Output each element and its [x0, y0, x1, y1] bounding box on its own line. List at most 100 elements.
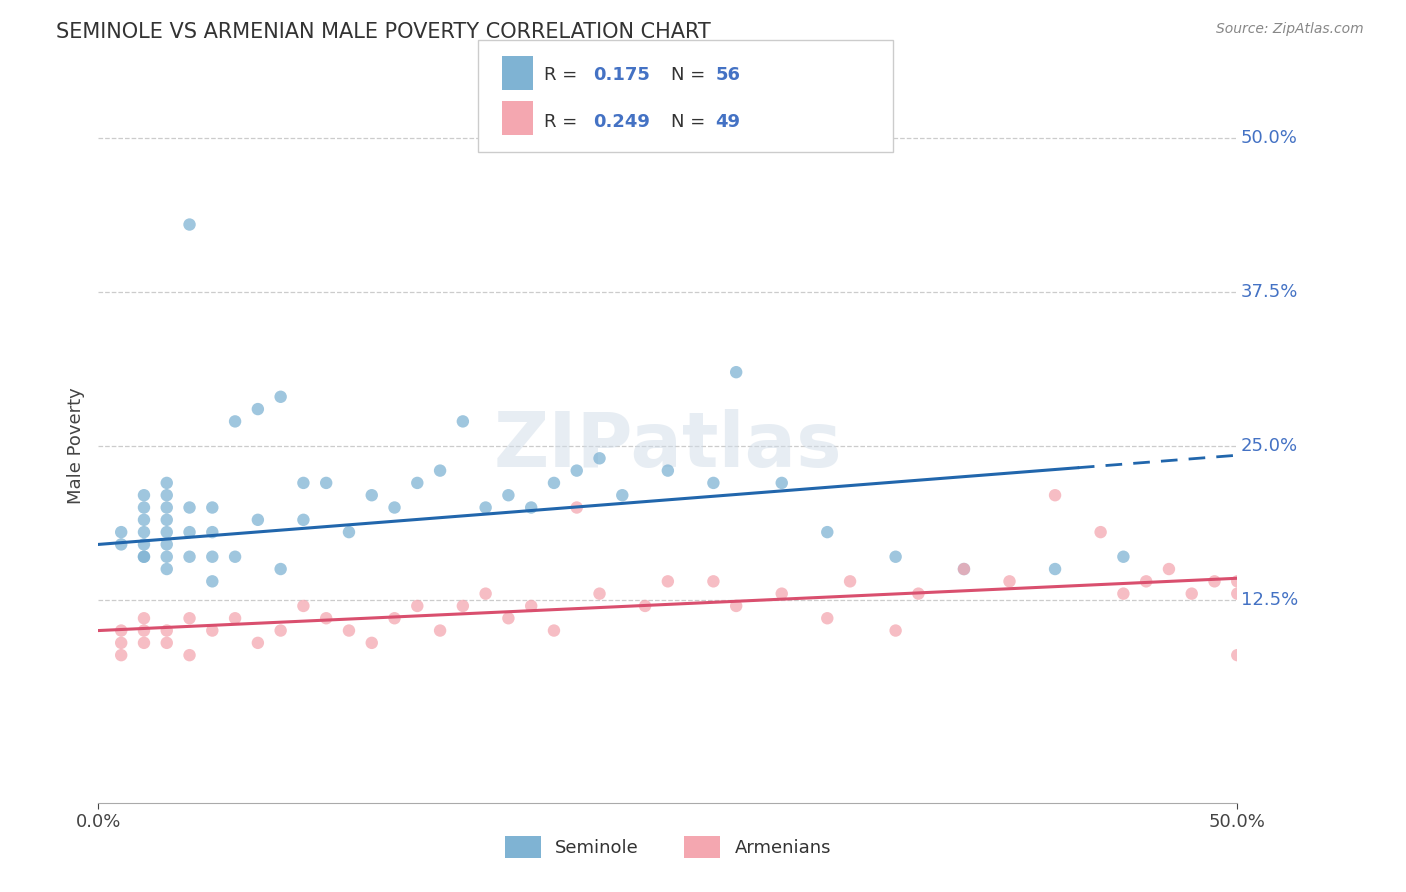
- Point: [201, 574, 224, 589]
- Text: 56: 56: [716, 66, 741, 85]
- Point: [770, 587, 793, 601]
- Y-axis label: Male Poverty: Male Poverty: [66, 388, 84, 504]
- Point: [110, 525, 132, 540]
- Text: SEMINOLE VS ARMENIAN MALE POVERTY CORRELATION CHART: SEMINOLE VS ARMENIAN MALE POVERTY CORREL…: [56, 22, 711, 42]
- Point: [1181, 587, 1204, 601]
- Point: [246, 402, 269, 417]
- Point: [360, 488, 382, 502]
- Point: [179, 525, 201, 540]
- Point: [132, 537, 155, 551]
- Point: [565, 464, 588, 478]
- Point: [429, 624, 451, 638]
- Legend: Seminole, Armenians: Seminole, Armenians: [498, 829, 838, 865]
- Point: [474, 500, 496, 515]
- Point: [406, 475, 429, 490]
- Point: [201, 624, 224, 638]
- Point: [292, 475, 315, 490]
- Point: [315, 611, 337, 625]
- Point: [1043, 488, 1066, 502]
- Text: 0.249: 0.249: [593, 112, 650, 130]
- Point: [1135, 574, 1157, 589]
- Point: [201, 525, 224, 540]
- Point: [520, 500, 543, 515]
- Point: [156, 475, 179, 490]
- Point: [132, 549, 155, 564]
- Point: [224, 611, 246, 625]
- Point: [725, 599, 748, 613]
- Text: 0.175: 0.175: [593, 66, 650, 85]
- Point: [1112, 587, 1135, 601]
- Text: 12.5%: 12.5%: [1240, 591, 1298, 609]
- Text: 50.0%: 50.0%: [1240, 129, 1298, 147]
- Point: [270, 390, 292, 404]
- Point: [156, 562, 179, 576]
- Point: [657, 574, 679, 589]
- Point: [156, 636, 179, 650]
- Point: [224, 549, 246, 564]
- Point: [998, 574, 1021, 589]
- Point: [110, 537, 132, 551]
- Point: [337, 624, 360, 638]
- Point: [588, 451, 610, 466]
- Point: [224, 414, 246, 428]
- Point: [451, 599, 474, 613]
- Text: 25.0%: 25.0%: [1240, 437, 1298, 455]
- Point: [132, 549, 155, 564]
- Point: [770, 475, 793, 490]
- Point: [201, 500, 224, 515]
- Point: [132, 636, 155, 650]
- Point: [110, 648, 132, 662]
- Point: [270, 562, 292, 576]
- Point: [360, 636, 382, 650]
- Point: [815, 525, 838, 540]
- Point: [1157, 562, 1180, 576]
- Point: [156, 525, 179, 540]
- Point: [907, 587, 929, 601]
- Point: [634, 599, 657, 613]
- Point: [953, 562, 976, 576]
- Point: [132, 488, 155, 502]
- Point: [953, 562, 976, 576]
- Point: [429, 464, 451, 478]
- Point: [815, 611, 838, 625]
- Point: [132, 611, 155, 625]
- Text: 49: 49: [716, 112, 741, 130]
- Point: [839, 574, 862, 589]
- Point: [110, 624, 132, 638]
- Text: Source: ZipAtlas.com: Source: ZipAtlas.com: [1216, 22, 1364, 37]
- Point: [498, 611, 520, 625]
- Point: [884, 624, 907, 638]
- Text: R =: R =: [544, 112, 583, 130]
- Point: [498, 488, 520, 502]
- Point: [384, 500, 406, 515]
- Point: [156, 549, 179, 564]
- Text: N =: N =: [671, 112, 710, 130]
- Point: [132, 513, 155, 527]
- Point: [612, 488, 634, 502]
- Point: [702, 475, 724, 490]
- Point: [156, 488, 179, 502]
- Text: ZIPatlas: ZIPatlas: [494, 409, 842, 483]
- Point: [132, 525, 155, 540]
- Point: [1226, 648, 1249, 662]
- Point: [246, 513, 269, 527]
- Text: R =: R =: [544, 66, 583, 85]
- Text: N =: N =: [671, 66, 710, 85]
- Point: [702, 574, 724, 589]
- Point: [156, 537, 179, 551]
- Point: [315, 475, 337, 490]
- Point: [292, 599, 315, 613]
- Point: [543, 624, 565, 638]
- Point: [1090, 525, 1112, 540]
- Point: [588, 587, 610, 601]
- Point: [657, 464, 679, 478]
- Point: [156, 513, 179, 527]
- Point: [543, 475, 565, 490]
- Point: [179, 648, 201, 662]
- Point: [132, 624, 155, 638]
- Point: [725, 365, 748, 379]
- Point: [474, 587, 496, 601]
- Point: [406, 599, 429, 613]
- Point: [201, 549, 224, 564]
- Point: [156, 624, 179, 638]
